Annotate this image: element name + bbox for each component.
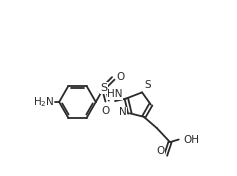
Text: H$_2$N: H$_2$N xyxy=(33,95,54,109)
Text: O: O xyxy=(101,106,109,116)
Text: S: S xyxy=(100,83,107,93)
Text: O: O xyxy=(116,72,124,82)
Text: S: S xyxy=(144,80,151,90)
Text: HN: HN xyxy=(107,89,123,99)
Text: OH: OH xyxy=(183,134,199,144)
Text: O: O xyxy=(156,146,165,156)
Text: N: N xyxy=(119,107,127,117)
